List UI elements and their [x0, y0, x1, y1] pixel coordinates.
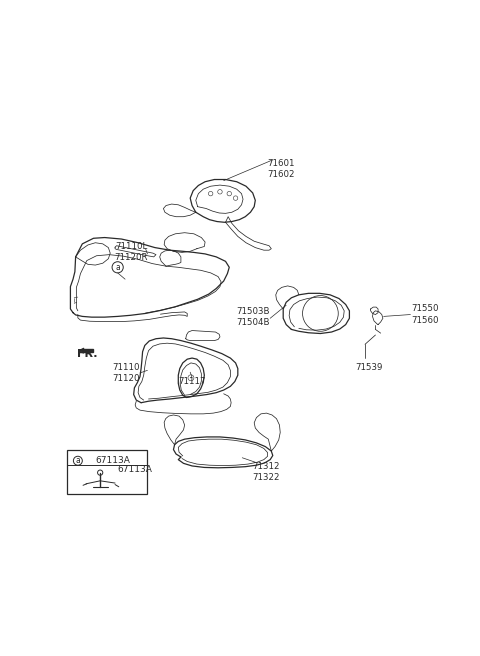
Text: 71601
71602: 71601 71602	[267, 159, 295, 179]
FancyBboxPatch shape	[67, 450, 147, 494]
Text: 71110L
71120R: 71110L 71120R	[114, 242, 147, 262]
Text: 71110
71120: 71110 71120	[112, 363, 140, 383]
Text: 71117: 71117	[178, 377, 206, 386]
Text: a: a	[75, 456, 80, 465]
Text: 71550
71560: 71550 71560	[411, 304, 439, 325]
Text: 71539: 71539	[355, 363, 383, 372]
Text: 67113A: 67113A	[118, 465, 153, 474]
Text: 71503B
71504B: 71503B 71504B	[237, 307, 270, 327]
Text: a: a	[115, 263, 120, 272]
Text: FR.: FR.	[77, 350, 97, 359]
Text: 67113A: 67113A	[96, 456, 130, 465]
Polygon shape	[83, 349, 94, 352]
Text: 71312
71322: 71312 71322	[252, 462, 280, 482]
